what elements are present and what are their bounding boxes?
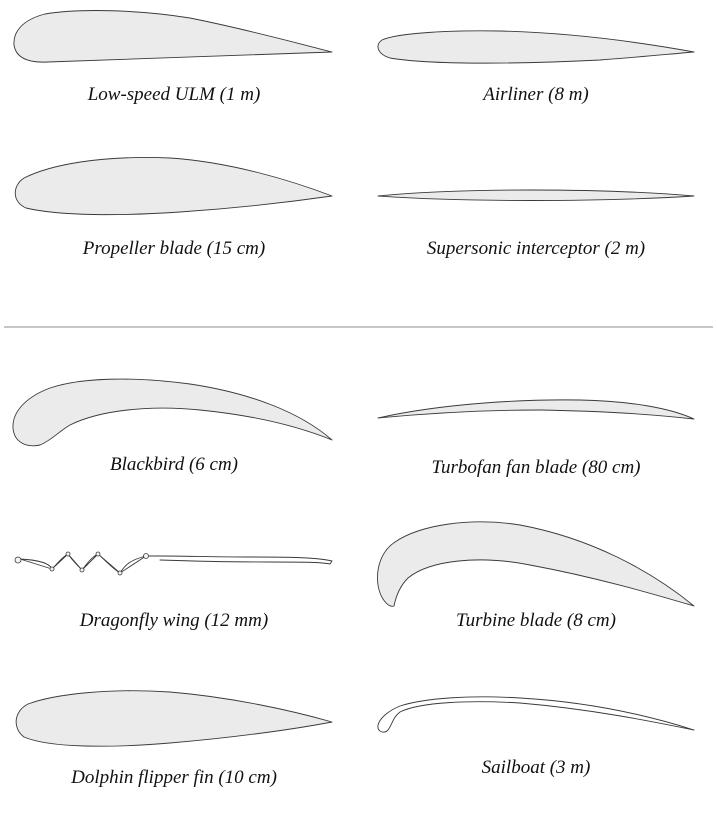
low-speed-ulm-label: Low-speed ULM (1 m)	[87, 84, 261, 105]
sailboat-label: Sailboat (3 m)	[482, 757, 591, 778]
supersonic-interceptor-label: Supersonic interceptor (2 m)	[427, 238, 645, 259]
dragonfly-node	[95, 551, 101, 557]
dragonfly-node	[49, 566, 55, 572]
dragonfly-node	[79, 567, 85, 573]
dragonfly-node	[117, 570, 123, 576]
airfoil-supersonic-interceptor: Supersonic interceptor (2 m)	[377, 189, 695, 259]
airfoil-dolphin-flipper-fin: Dolphin flipper fin (10 cm)	[15, 690, 333, 788]
propeller-blade-label: Propeller blade (15 cm)	[82, 238, 265, 259]
airfoil-sailboat: Sailboat (3 m)	[377, 696, 695, 778]
airliner-shape	[377, 30, 695, 64]
dragonfly-node	[143, 553, 149, 559]
propeller-blade-shape	[14, 157, 333, 216]
low-speed-ulm-shape	[13, 10, 333, 63]
turbine-blade-label: Turbine blade (8 cm)	[456, 610, 616, 631]
airfoil-airliner: Airliner (8 m)	[377, 30, 695, 105]
airliner-label: Airliner (8 m)	[481, 84, 589, 105]
dolphin-flipper-fin-label: Dolphin flipper fin (10 cm)	[70, 767, 277, 788]
supersonic-interceptor-shape	[377, 189, 695, 201]
blackbird-label: Blackbird (6 cm)	[110, 454, 238, 475]
airfoil-turbine-blade: Turbine blade (8 cm)	[377, 521, 695, 631]
turbofan-fan-blade-label: Turbofan fan blade (80 cm)	[432, 457, 641, 478]
dolphin-flipper-fin-shape	[15, 690, 333, 747]
airfoil-low-speed-ulm: Low-speed ULM (1 m)	[13, 10, 333, 105]
blackbird-shape	[12, 378, 333, 447]
dragonfly-wing-label: Dragonfly wing (12 mm)	[79, 610, 268, 631]
turbofan-fan-blade-shape	[377, 399, 695, 420]
turbine-blade-shape	[377, 521, 695, 607]
sailboat-shape	[377, 696, 695, 733]
dragonfly-wing-shape	[19, 553, 333, 574]
airfoil-propeller-blade: Propeller blade (15 cm)	[14, 157, 333, 259]
airfoil-turbofan-fan-blade: Turbofan fan blade (80 cm)	[377, 399, 695, 478]
airfoil-dragonfly-wing: Dragonfly wing (12 mm)	[14, 551, 333, 631]
dragonfly-node	[65, 551, 71, 557]
airfoil-blackbird: Blackbird (6 cm)	[12, 378, 333, 475]
dragonfly-node	[14, 556, 22, 564]
